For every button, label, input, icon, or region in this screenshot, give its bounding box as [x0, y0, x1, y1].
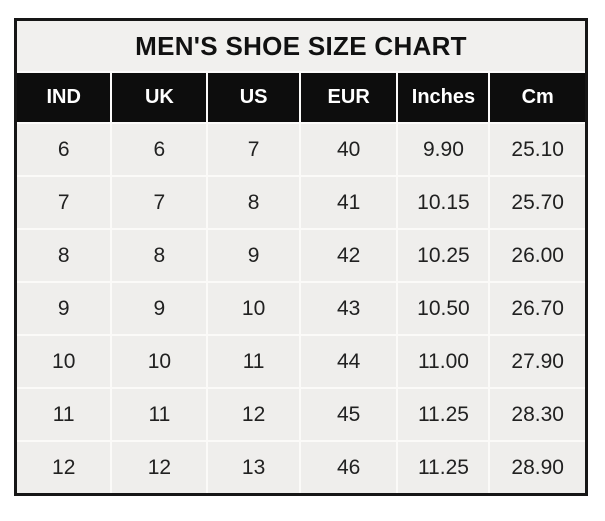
table-cell: 11.25 — [396, 440, 491, 496]
title-row: MEN'S SHOE SIZE CHART — [14, 18, 588, 73]
table-cell: 25.70 — [488, 175, 588, 230]
header-row: IND UK US EUR Inches Cm — [14, 71, 588, 124]
column-header-cm: Cm — [488, 71, 588, 124]
table-cell: 11 — [206, 334, 301, 389]
table-cell: 42 — [298, 228, 399, 283]
table-cell: 8 — [14, 228, 113, 283]
table-cell: 6 — [14, 122, 113, 177]
column-header-inches: Inches — [396, 71, 491, 124]
table-cell: 45 — [298, 387, 399, 442]
table-row: 6 6 7 40 9.90 25.10 — [14, 122, 588, 177]
table-cell: 9 — [110, 281, 209, 336]
table-cell: 12 — [14, 440, 113, 496]
table-cell: 9 — [14, 281, 113, 336]
table-cell: 40 — [298, 122, 399, 177]
table-cell: 10 — [110, 334, 209, 389]
table-cell: 9 — [206, 228, 301, 283]
table-cell: 11.25 — [396, 387, 491, 442]
table-cell: 25.10 — [488, 122, 588, 177]
table-cell: 8 — [110, 228, 209, 283]
table-cell: 44 — [298, 334, 399, 389]
table-cell: 11 — [110, 387, 209, 442]
table-cell: 28.30 — [488, 387, 588, 442]
table-row: 12 12 13 46 11.25 28.90 — [14, 440, 588, 496]
table-cell: 10.25 — [396, 228, 491, 283]
table-cell: 6 — [110, 122, 209, 177]
table-cell: 12 — [110, 440, 209, 496]
table-cell: 8 — [206, 175, 301, 230]
table-cell: 7 — [206, 122, 301, 177]
column-header-ind: IND — [14, 71, 113, 124]
table-row: 9 9 10 43 10.50 26.70 — [14, 281, 588, 336]
table-row: 10 10 11 44 11.00 27.90 — [14, 334, 588, 389]
table-cell: 13 — [206, 440, 301, 496]
chart-title: MEN'S SHOE SIZE CHART — [14, 18, 588, 73]
table-cell: 9.90 — [396, 122, 491, 177]
table-cell: 27.90 — [488, 334, 588, 389]
column-header-eur: EUR — [298, 71, 399, 124]
table-cell: 7 — [110, 175, 209, 230]
table-cell: 10.15 — [396, 175, 491, 230]
table-cell: 41 — [298, 175, 399, 230]
column-header-us: US — [206, 71, 301, 124]
table-cell: 7 — [14, 175, 113, 230]
table-cell: 26.00 — [488, 228, 588, 283]
table-cell: 11 — [14, 387, 113, 442]
table-cell: 46 — [298, 440, 399, 496]
table-cell: 12 — [206, 387, 301, 442]
shoe-size-table: MEN'S SHOE SIZE CHART IND UK US EUR Inch… — [14, 18, 588, 496]
table-row: 7 7 8 41 10.15 25.70 — [14, 175, 588, 230]
table-cell: 26.70 — [488, 281, 588, 336]
table-row: 11 11 12 45 11.25 28.30 — [14, 387, 588, 442]
table-cell: 10 — [206, 281, 301, 336]
table-cell: 28.90 — [488, 440, 588, 496]
table-cell: 10.50 — [396, 281, 491, 336]
table-cell: 11.00 — [396, 334, 491, 389]
table-cell: 43 — [298, 281, 399, 336]
column-header-uk: UK — [110, 71, 209, 124]
table-row: 8 8 9 42 10.25 26.00 — [14, 228, 588, 283]
table-cell: 10 — [14, 334, 113, 389]
